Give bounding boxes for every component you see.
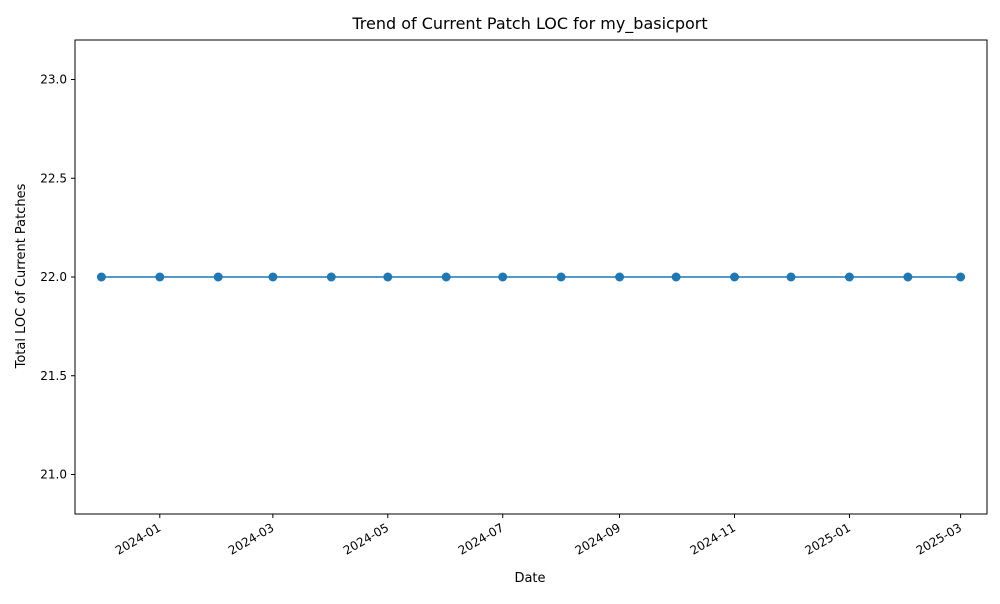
x-tick-label: 2024-03 — [226, 520, 276, 557]
x-tick-label: 2024-05 — [341, 520, 391, 557]
x-tick-label: 2025-01 — [803, 520, 853, 557]
data-point — [96, 272, 106, 282]
data-point — [498, 272, 508, 282]
x-tick-label: 2024-01 — [113, 520, 163, 557]
data-point — [730, 272, 739, 282]
data-point — [556, 272, 566, 282]
data-point — [383, 272, 393, 282]
y-tick-label: 22.0 — [40, 270, 67, 284]
y-tick-label: 22.5 — [40, 171, 67, 185]
chart-title: Trend of Current Patch LOC for my_basicp… — [351, 14, 707, 34]
x-tick-label: 2024-11 — [688, 520, 738, 557]
data-point — [903, 272, 913, 282]
y-tick-label: 21.5 — [40, 369, 67, 383]
y-axis-label: Total LOC of Current Patches — [14, 183, 29, 369]
x-tick-label: 2024-07 — [456, 520, 506, 557]
x-axis-label: Date — [514, 571, 545, 586]
x-tick-label: 2024-09 — [573, 520, 623, 557]
y-tick-label: 21.0 — [40, 468, 67, 482]
data-point — [268, 272, 278, 282]
data-point — [844, 272, 854, 282]
x-tick-label: 2025-03 — [914, 520, 964, 557]
data-point — [671, 272, 681, 282]
data-point — [615, 272, 625, 282]
data-point — [441, 272, 451, 282]
data-point — [155, 272, 165, 282]
data-point — [786, 272, 796, 282]
y-tick-label: 23.0 — [40, 73, 67, 87]
data-point — [213, 272, 223, 282]
plot-area: 21.0 21.5 22.0 22.5 23.0 2024-01 2024-03 2024-0… — [40, 39, 988, 558]
data-point — [326, 272, 336, 282]
data-point — [956, 272, 966, 282]
